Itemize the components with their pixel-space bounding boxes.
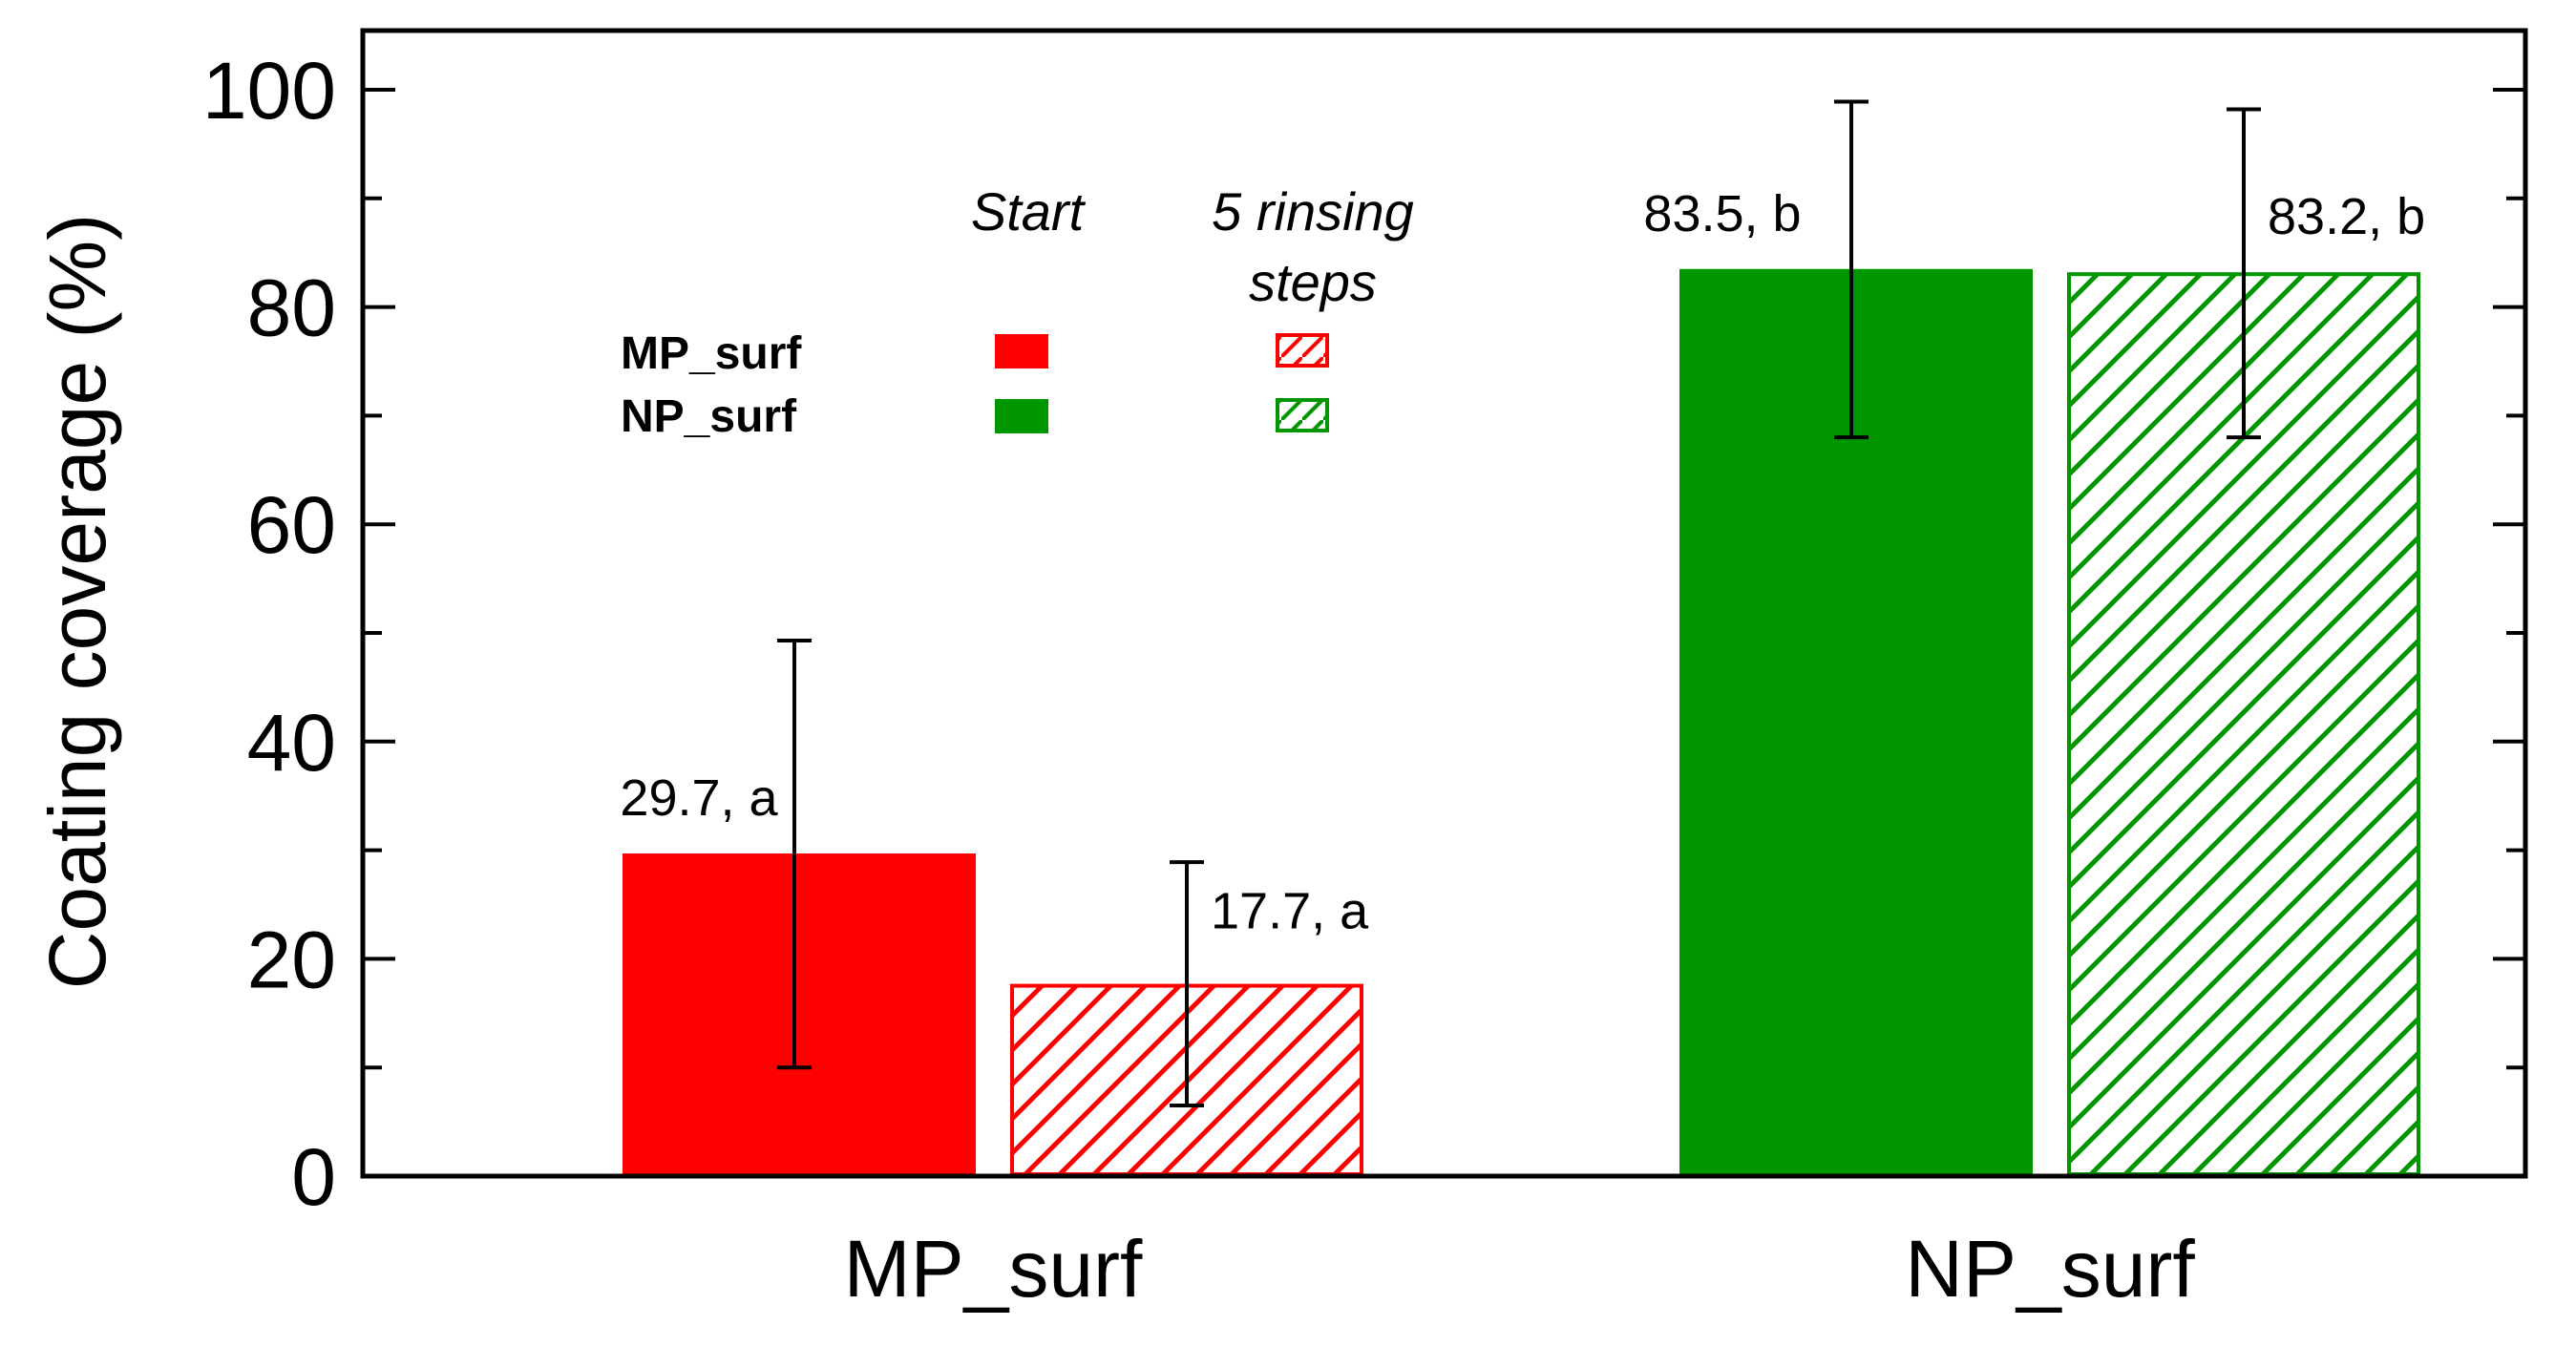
bars-layer — [623, 268, 2420, 1176]
data-label: 29.7, a — [620, 769, 778, 827]
error-bars-layer — [777, 99, 2261, 1108]
legend-header-rinse-line2: steps — [1249, 252, 1377, 312]
legend-header-start: Start — [971, 181, 1087, 242]
legend: Start 5 rinsing steps MP_surf NP_surf — [621, 181, 1414, 442]
y-tick-label: 80 — [247, 263, 336, 353]
y-tick-label: 60 — [247, 480, 336, 570]
axis-ticks — [363, 88, 2525, 1178]
data-label: 83.5, b — [1643, 185, 1801, 242]
legend-swatch-mp-rinse — [1276, 333, 1329, 368]
y-tick-label: 40 — [247, 698, 336, 788]
legend-row-mp-label: MP_surf — [621, 328, 802, 379]
bar — [623, 853, 976, 1176]
y-tick-labels: 0 20 40 60 80 100 — [202, 46, 336, 1222]
legend-swatch-np-start — [995, 399, 1048, 433]
x-tick-label: MP_surf — [844, 1224, 1143, 1314]
plot-frame — [360, 28, 2528, 1179]
x-tick-labels: MP_surf NP_surf — [844, 1224, 2196, 1314]
data-labels-layer: 29.7, a 17.7, a 83.5, b 83.2, b — [620, 185, 2425, 940]
y-tick-label: 100 — [202, 46, 336, 136]
data-label: 17.7, a — [1211, 883, 1369, 940]
y-tick-label: 20 — [247, 915, 336, 1004]
x-tick-label: NP_surf — [1905, 1224, 2195, 1314]
legend-row-np-label: NP_surf — [621, 391, 797, 442]
bar — [1679, 268, 2033, 1176]
legend-swatch-np-rinse — [1276, 398, 1329, 432]
y-tick-label: 0 — [291, 1132, 336, 1222]
y-axis-label: Coating coverage (%) — [32, 214, 122, 989]
legend-swatch-mp-start — [995, 334, 1048, 368]
data-label: 83.2, b — [2268, 188, 2425, 245]
legend-header-rinse-line1: 5 rinsing — [1212, 181, 1414, 242]
